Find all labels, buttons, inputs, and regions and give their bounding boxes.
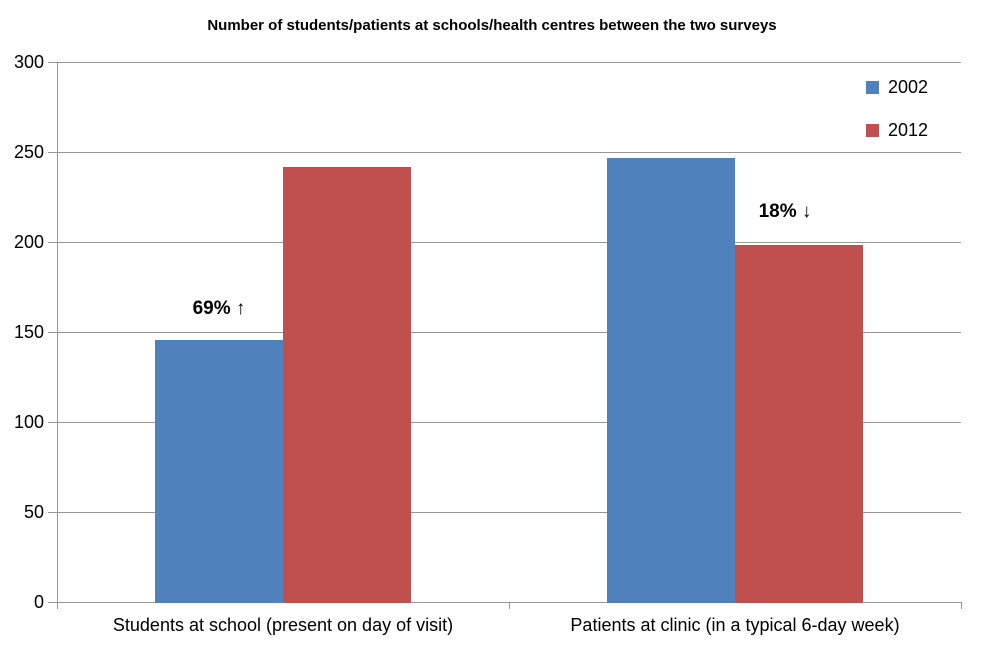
y-axis-tick-label: 200 [13,232,44,252]
bar-2012-category-1 [283,167,411,603]
y-axis-tick-label: 100 [13,412,44,432]
gridline [57,62,961,63]
y-axis-tick [48,242,57,243]
y-axis-tick [48,332,57,333]
gridline [57,242,961,243]
chart-title: Number of students/patients at schools/h… [207,17,777,34]
gridline [57,152,961,153]
x-axis-tick [961,603,962,609]
legend: 2002 2012 [866,77,928,163]
x-axis-category-label: Students at school (present on day of vi… [112,615,454,635]
y-axis-tick-label: 250 [13,142,44,162]
y-axis-tick [48,512,57,513]
x-axis-category-label: Patients at clinic (in a typical 6-day w… [570,615,900,635]
y-axis-tick-label: 150 [13,322,44,342]
annotation: 18% ↓ [758,201,812,222]
x-axis-tick [57,603,58,609]
legend-item-2012: 2012 [866,120,928,141]
gridline [57,512,961,513]
y-axis-tick-label: 0 [33,592,44,612]
legend-item-2002: 2002 [866,77,928,98]
bar-2012-category-2 [735,244,863,603]
legend-label: 2002 [888,77,929,97]
legend-swatch-icon [866,81,879,94]
legend-swatch-icon [866,124,879,137]
y-axis-tick-label: 300 [13,52,44,72]
legend-label: 2012 [888,120,929,140]
bar-2002-category-2 [607,158,735,603]
x-axis-tick [509,603,510,609]
y-axis-tick [48,62,57,63]
y-axis-tick [48,152,57,153]
x-axis-line [57,602,962,603]
y-axis-tick-label: 50 [23,502,44,522]
gridline [57,332,961,333]
gridline [57,422,961,423]
annotation: 69% ↑ [192,298,246,319]
y-axis-line [57,63,58,603]
bar-2002-category-1 [155,340,283,603]
y-axis-tick [48,602,57,603]
y-axis-tick [48,422,57,423]
